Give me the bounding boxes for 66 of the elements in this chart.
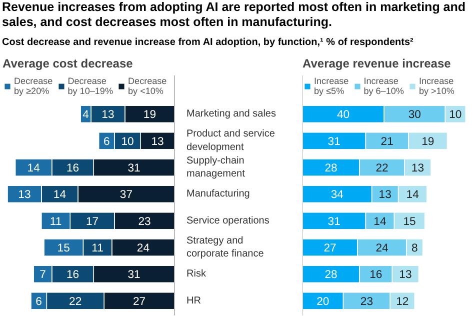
data-label: 20 — [316, 296, 330, 308]
data-label: 37 — [120, 189, 133, 202]
text: Revenue increases from adopting AI are reported most often in marketing and sales, and cost decreases most often in manufacturing. — [2, 0, 467, 30]
y-tick-label: Strategy and corporate finance — [186, 235, 264, 260]
y-tick-label: Risk — [186, 268, 207, 280]
legend-label: Decrease by <10% — [128, 76, 167, 96]
data-label: 23 — [138, 216, 151, 228]
data-label: 15 — [403, 216, 416, 228]
data-label: 24 — [376, 242, 388, 254]
data-label: 27 — [324, 242, 336, 254]
data-label: 14 — [374, 216, 386, 228]
y-tick-label: Marketing and sales — [186, 108, 276, 120]
data-label: 40 — [336, 109, 350, 122]
data-label: 13 — [102, 109, 114, 122]
data-label: 22 — [376, 162, 388, 174]
data-label: 4 — [82, 109, 89, 122]
data-label: 23 — [360, 296, 374, 308]
data-label: 16 — [66, 162, 80, 174]
data-label: 11 — [92, 242, 104, 254]
data-label: 11 — [50, 216, 62, 228]
y-tick-label: HR — [186, 295, 201, 306]
data-label: 7 — [40, 269, 46, 282]
data-label: 6 — [104, 136, 110, 148]
data-label: 15 — [57, 242, 70, 254]
y-tick-label: Service operations — [186, 215, 270, 226]
data-label: 13 — [378, 189, 392, 202]
data-label: 21 — [380, 136, 394, 148]
data-label: 13 — [18, 189, 31, 202]
text: Cost decrease and revenue increase from AI adoption, by function,¹ % of respondents² — [2, 36, 414, 49]
data-label: 13 — [411, 162, 424, 174]
data-label: 28 — [324, 269, 338, 282]
legend-label: Decrease by 10–19% — [68, 76, 113, 96]
data-label: 14 — [27, 162, 40, 174]
data-label: 13 — [399, 269, 412, 282]
data-label: 10 — [121, 136, 134, 148]
y-tick-label: Supply-chain management — [186, 155, 246, 180]
data-label: 10 — [449, 109, 462, 122]
chart-title: Average revenue increase — [302, 56, 452, 70]
legend-label: Increase by ≤5% — [314, 76, 349, 96]
data-label: 13 — [151, 136, 164, 148]
data-label: 16 — [370, 269, 382, 282]
data-label: 34 — [330, 189, 344, 202]
data-label: 19 — [143, 109, 156, 122]
data-label: 14 — [53, 189, 66, 202]
y-tick-label: Product and service development — [186, 128, 276, 153]
legend-label: Increase by 6–10% — [364, 76, 404, 96]
data-label: 12 — [396, 296, 409, 308]
data-label: 31 — [328, 136, 340, 148]
data-label: 31 — [328, 216, 340, 228]
data-label: 16 — [66, 269, 80, 282]
data-label: 30 — [408, 109, 421, 122]
data-label: 24 — [136, 242, 150, 254]
legend-label: Increase by >10% — [418, 76, 454, 96]
data-label: 31 — [128, 269, 140, 282]
data-label: 22 — [69, 296, 82, 308]
data-label: 6 — [36, 296, 42, 308]
chart-title: Average cost decrease — [2, 56, 134, 70]
data-label: 27 — [132, 296, 146, 308]
data-label: 28 — [324, 162, 338, 174]
data-label: 14 — [406, 189, 419, 202]
data-label: 19 — [422, 136, 434, 148]
data-label: 8 — [411, 242, 418, 254]
data-label: 31 — [128, 162, 140, 174]
y-tick-label: Manufacturing — [186, 188, 250, 200]
legend-label: Decrease by ≥20% — [14, 76, 53, 96]
data-label: 17 — [86, 216, 99, 228]
